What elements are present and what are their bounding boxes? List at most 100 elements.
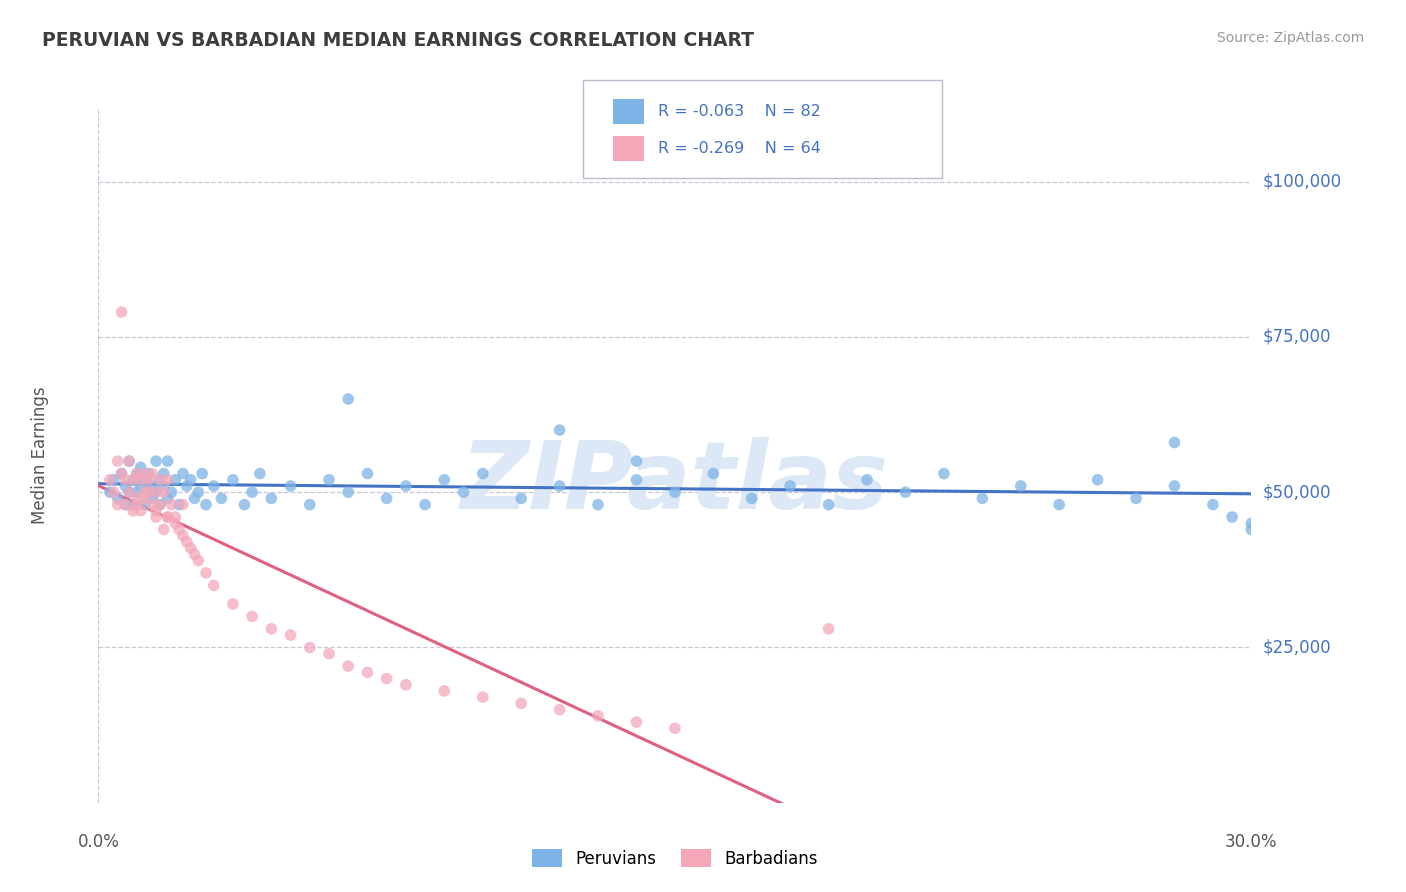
Point <box>145 454 167 468</box>
Point <box>1163 479 1185 493</box>
Point <box>1240 516 1263 531</box>
Point <box>141 467 163 481</box>
Point <box>433 684 456 698</box>
Point <box>413 498 436 512</box>
Point <box>134 485 156 500</box>
Point <box>856 473 879 487</box>
Point <box>195 566 218 580</box>
Point <box>122 504 145 518</box>
Point <box>298 498 321 512</box>
Point <box>141 479 163 493</box>
Point <box>149 498 172 512</box>
Point <box>626 714 648 729</box>
Point <box>548 479 571 493</box>
Text: $100,000: $100,000 <box>1263 172 1341 191</box>
Point <box>141 498 163 512</box>
Point <box>167 498 190 512</box>
Point <box>145 485 167 500</box>
Point <box>1010 479 1032 493</box>
Point <box>249 467 271 481</box>
Point <box>510 697 533 711</box>
Point <box>191 467 214 481</box>
Point <box>129 473 152 487</box>
Point <box>548 423 571 437</box>
Point <box>156 473 179 487</box>
Point <box>664 485 686 500</box>
Text: $50,000: $50,000 <box>1263 483 1331 501</box>
Point <box>240 609 263 624</box>
Point <box>138 485 160 500</box>
Point <box>118 485 141 500</box>
Point <box>125 467 148 481</box>
Point <box>114 479 136 493</box>
Point <box>356 467 378 481</box>
Point <box>375 672 398 686</box>
Point <box>176 479 198 493</box>
Point <box>156 510 179 524</box>
Point <box>972 491 994 506</box>
Text: $25,000: $25,000 <box>1263 639 1331 657</box>
Point <box>110 467 132 481</box>
Point <box>172 529 194 543</box>
Point <box>702 467 724 481</box>
Point <box>222 597 245 611</box>
Point <box>125 498 148 512</box>
Point <box>180 541 202 555</box>
Point <box>586 498 609 512</box>
Point <box>107 491 129 506</box>
Point <box>103 485 125 500</box>
Point <box>118 454 141 468</box>
Point <box>152 467 174 481</box>
Point <box>125 485 148 500</box>
Point <box>152 479 174 493</box>
Point <box>779 479 801 493</box>
Point <box>172 498 194 512</box>
Point <box>114 473 136 487</box>
Point <box>134 498 156 512</box>
Text: $75,000: $75,000 <box>1263 328 1331 346</box>
Point <box>180 473 202 487</box>
Point <box>202 578 225 592</box>
Point <box>318 647 340 661</box>
Point <box>183 547 205 561</box>
Point <box>165 473 187 487</box>
Point <box>187 553 209 567</box>
Point <box>107 498 129 512</box>
Point <box>134 491 156 506</box>
Point <box>114 498 136 512</box>
Point <box>471 690 494 705</box>
Point <box>233 498 256 512</box>
Point <box>586 708 609 723</box>
Point <box>107 454 129 468</box>
Point <box>118 485 141 500</box>
Text: PERUVIAN VS BARBADIAN MEDIAN EARNINGS CORRELATION CHART: PERUVIAN VS BARBADIAN MEDIAN EARNINGS CO… <box>42 31 754 50</box>
Point <box>138 467 160 481</box>
Point <box>1125 491 1147 506</box>
Point <box>209 491 232 506</box>
Point <box>129 479 152 493</box>
Point <box>195 498 218 512</box>
Text: R = -0.269    N = 64: R = -0.269 N = 64 <box>658 142 821 156</box>
Point <box>152 485 174 500</box>
Point <box>1240 523 1263 537</box>
Point <box>356 665 378 680</box>
Point <box>1087 473 1109 487</box>
Point <box>260 491 283 506</box>
Point <box>298 640 321 655</box>
Point <box>240 485 263 500</box>
Point <box>183 491 205 506</box>
Point <box>98 485 121 500</box>
Point <box>548 703 571 717</box>
Point <box>318 473 340 487</box>
Point <box>165 510 187 524</box>
Point <box>471 467 494 481</box>
Point <box>626 473 648 487</box>
Point <box>149 473 172 487</box>
Point <box>122 473 145 487</box>
Point <box>141 491 163 506</box>
Point <box>176 534 198 549</box>
Point <box>202 479 225 493</box>
Point <box>453 485 475 500</box>
Point <box>149 498 172 512</box>
Point <box>145 504 167 518</box>
